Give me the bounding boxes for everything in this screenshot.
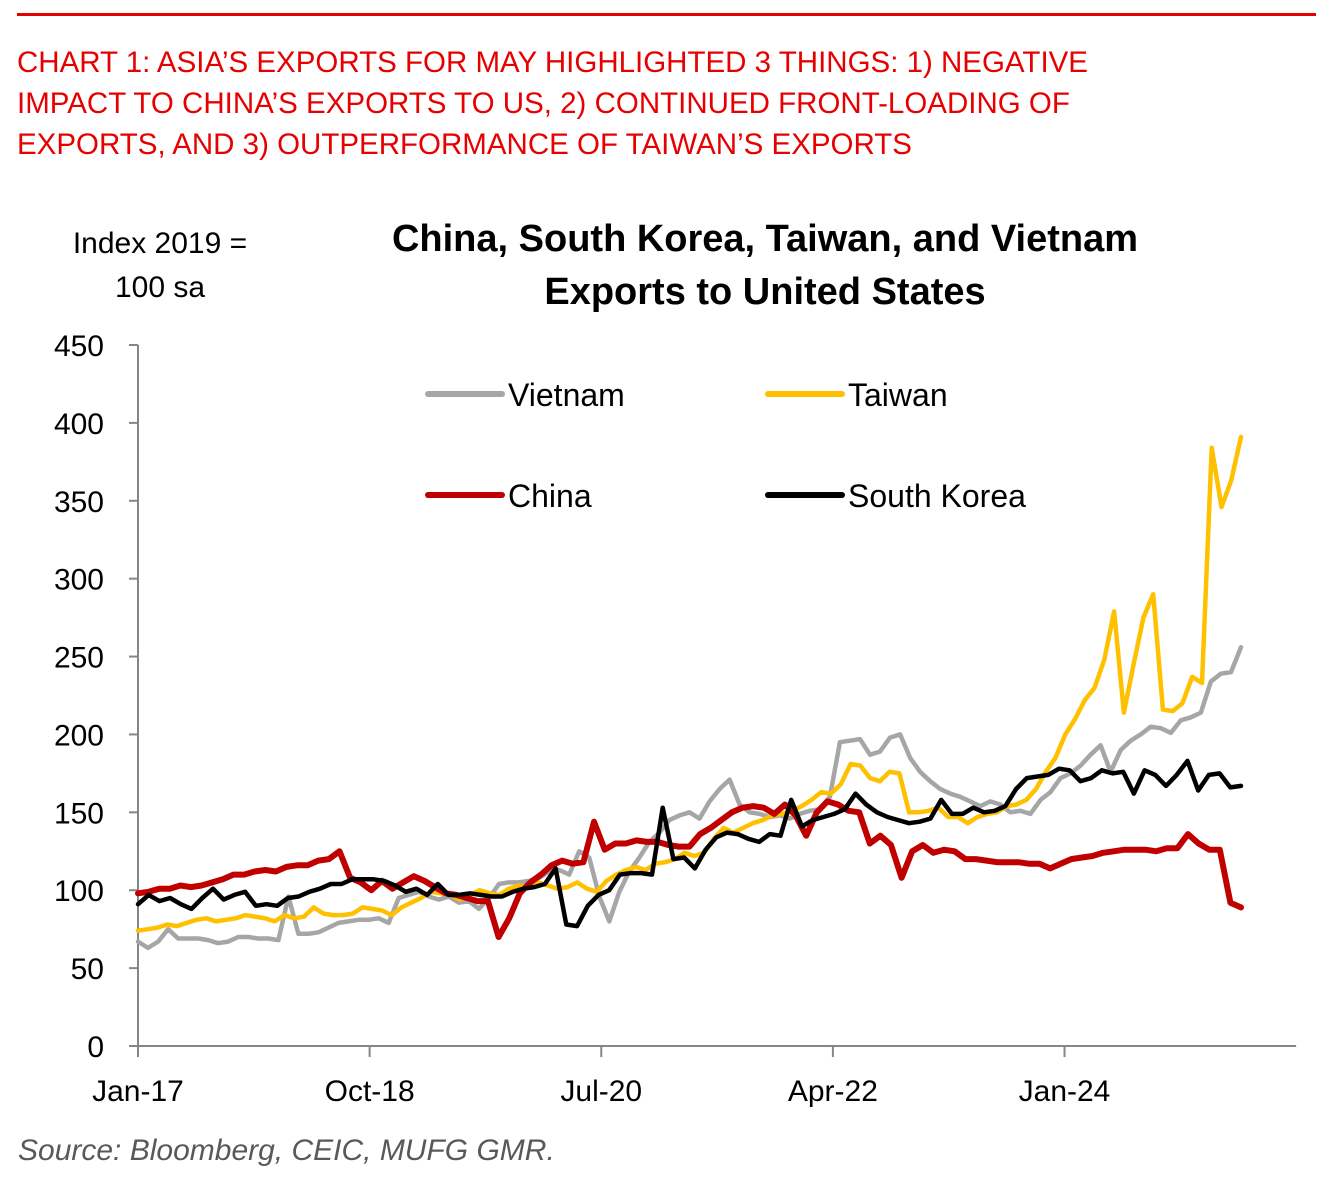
y-tick-label: 100	[54, 875, 104, 908]
x-tick-label: Jan-17	[92, 1075, 184, 1108]
chart-heading-line: IMPACT TO CHINA’S EXPORTS TO US, 2) CONT…	[17, 87, 1070, 120]
series-lines	[135, 434, 1244, 951]
y-tick-label: 0	[87, 1031, 104, 1064]
y-axis-label: Index 2019 = 100 sa	[40, 222, 280, 310]
series-line-china	[135, 798, 1244, 940]
chart-heading-line: EXPORTS, AND 3) OUTPERFORMANCE OF TAIWAN…	[17, 128, 912, 161]
legend: Vietnam Taiwan China South Korea	[425, 377, 1026, 514]
top-rule-divider	[17, 13, 1316, 16]
chart-heading: CHART 1: ASIA’S EXPORTS FOR MAY HIGHLIGH…	[17, 42, 1317, 165]
x-tick-label: Jul-20	[560, 1075, 642, 1108]
chart-title: China, South Korea, Taiwan, and Vietnam …	[290, 213, 1240, 319]
legend-label-taiwan: Taiwan	[848, 377, 948, 413]
y-tick-label: 250	[54, 642, 104, 675]
x-tick-label: Oct-18	[325, 1075, 415, 1108]
legend-item-south-korea: South Korea	[765, 478, 1026, 514]
chart-heading-line: CHART 1: ASIA’S EXPORTS FOR MAY HIGHLIGH…	[17, 46, 1088, 79]
y-tick-label: 50	[71, 953, 104, 986]
source-note: Source: Bloomberg, CEIC, MUFG GMR.	[18, 1134, 555, 1167]
legend-label-china: China	[508, 478, 592, 514]
y-tick-label: 350	[54, 486, 104, 519]
x-tick-label: Apr-22	[788, 1075, 878, 1108]
chart-title-line: Exports to United States	[544, 271, 986, 313]
series-line-taiwan	[135, 434, 1244, 933]
y-tick-label: 200	[54, 719, 104, 752]
y-tick-label: 450	[54, 330, 104, 363]
chart-title-line: China, South Korea, Taiwan, and Vietnam	[391, 218, 1139, 260]
y-tick-label: 150	[54, 797, 104, 830]
series-line-south-korea	[135, 758, 1244, 929]
legend-item-taiwan: Taiwan	[765, 377, 948, 413]
y-axis-label-line: 100 sa	[114, 271, 206, 304]
legend-item-china: China	[425, 478, 592, 514]
legend-label-vietnam: Vietnam	[508, 377, 625, 413]
y-tick-label: 400	[54, 408, 104, 441]
series-line-vietnam	[135, 644, 1244, 951]
y-tick-label: 300	[54, 564, 104, 597]
legend-item-vietnam: Vietnam	[425, 377, 625, 413]
axes: 0 50 100 150 200 250 300 350 400 450 Jan-17 Oct-18 J…	[54, 330, 1297, 1108]
legend-label-south-korea: South Korea	[848, 478, 1026, 514]
y-axis-label-line: Index 2019 =	[72, 227, 248, 260]
x-tick-label: Jan-24	[1019, 1075, 1111, 1108]
